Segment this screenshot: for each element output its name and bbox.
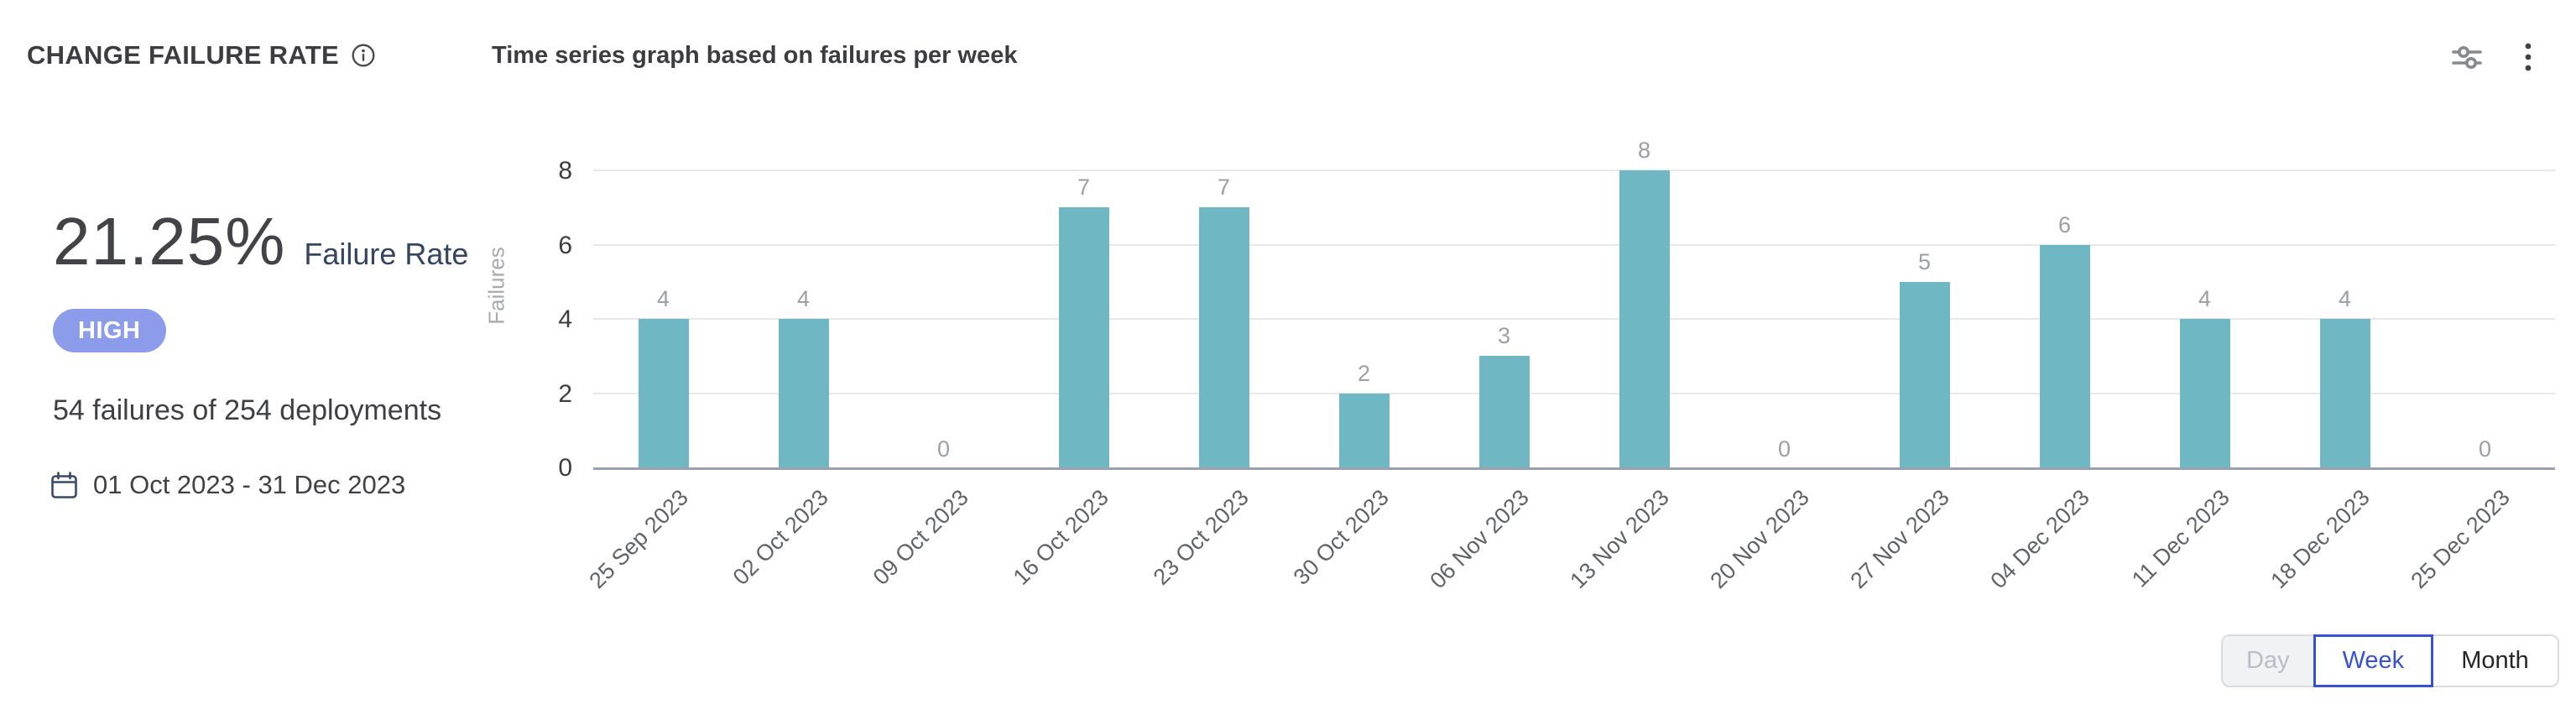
granularity-toggle: Day Week Month bbox=[2221, 634, 2559, 687]
widget-header: CHANGE FAILURE RATE bbox=[27, 40, 376, 70]
bar-slot: 4 11 Dec 2023 bbox=[2127, 170, 2275, 592]
y-axis-title: Failures bbox=[483, 246, 509, 325]
bar-value-label: 8 bbox=[1637, 138, 1651, 163]
x-axis-label: 20 Nov 2023 bbox=[1705, 484, 1815, 594]
bar-slot: 3 06 Nov 2023 bbox=[1426, 170, 1574, 593]
date-range-text: 01 Oct 2023 - 31 Dec 2023 bbox=[93, 470, 406, 499]
bar-value-label: 0 bbox=[2478, 436, 2492, 462]
x-axis-label: 30 Oct 2023 bbox=[1289, 484, 1395, 590]
chart-bar[interactable] bbox=[2179, 319, 2230, 467]
bar-value-label: 4 bbox=[796, 286, 811, 311]
bar-value-label: 7 bbox=[1077, 175, 1091, 201]
chart-bar[interactable] bbox=[1478, 356, 1530, 467]
date-range-row[interactable]: 01 Oct 2023 - 31 Dec 2023 bbox=[50, 470, 405, 500]
bar-slot: 4 02 Oct 2023 bbox=[728, 170, 873, 590]
bar-slot: 4 25 Sep 2023 bbox=[585, 170, 733, 594]
week-button[interactable]: Week bbox=[2313, 634, 2434, 687]
sliders-icon[interactable] bbox=[2448, 38, 2485, 76]
chart-bar[interactable] bbox=[2319, 319, 2370, 467]
y-axis-tick: 4 bbox=[558, 305, 572, 333]
bar-value-label: 3 bbox=[1497, 323, 1511, 349]
kebab-menu-icon[interactable] bbox=[2519, 37, 2537, 77]
bar-value-label: 2 bbox=[1357, 360, 1371, 386]
x-axis-label: 11 Dec 2023 bbox=[2127, 484, 2235, 592]
bar-slot: 0 20 Nov 2023 bbox=[1706, 170, 1854, 594]
chart-bar[interactable] bbox=[1198, 207, 1249, 467]
x-axis-label: 04 Dec 2023 bbox=[1985, 484, 2095, 594]
chart-bar[interactable] bbox=[1899, 281, 1950, 467]
bar-slot: 0 25 Dec 2023 bbox=[2407, 170, 2555, 594]
x-axis-label: 27 Nov 2023 bbox=[1845, 484, 1955, 594]
x-axis-label: 25 Dec 2023 bbox=[2406, 484, 2516, 594]
failures-detail-text: 54 failures of 254 deployments bbox=[53, 394, 442, 426]
gridline bbox=[593, 243, 2555, 246]
bar-value-label: 6 bbox=[2057, 211, 2072, 237]
bar-slot: 7 16 Oct 2023 bbox=[1009, 170, 1154, 590]
bar-slot: 7 23 Oct 2023 bbox=[1149, 170, 1294, 590]
y-axis-tick: 0 bbox=[558, 454, 572, 482]
x-axis-label: 06 Nov 2023 bbox=[1425, 484, 1535, 594]
gridline bbox=[593, 318, 2555, 320]
bar-value-label: 4 bbox=[2338, 286, 2352, 311]
bar-slot: 4 18 Dec 2023 bbox=[2266, 170, 2415, 594]
info-icon[interactable] bbox=[351, 43, 376, 68]
bar-slot: 6 04 Dec 2023 bbox=[1986, 170, 2135, 593]
chart-bar[interactable] bbox=[1338, 393, 1390, 467]
chart-subtitle: Time series graph based on failures per … bbox=[492, 42, 1018, 69]
gridline bbox=[593, 170, 2555, 171]
x-axis-label: 16 Oct 2023 bbox=[1009, 484, 1114, 590]
x-axis-label: 23 Oct 2023 bbox=[1149, 484, 1254, 590]
header-actions bbox=[2448, 37, 2537, 77]
failure-rate-label: Failure Rate bbox=[304, 237, 469, 271]
y-axis-tick: 2 bbox=[558, 379, 572, 408]
chart-bar[interactable] bbox=[638, 319, 689, 467]
month-button[interactable]: Month bbox=[2433, 634, 2559, 687]
failure-rate-stat: 21.25% Failure Rate bbox=[53, 208, 468, 275]
chart-bar[interactable] bbox=[2039, 244, 2090, 467]
bar-value-label: 7 bbox=[1217, 175, 1231, 201]
x-axis-label: 02 Oct 2023 bbox=[728, 484, 834, 590]
bar-value-label: 5 bbox=[1917, 248, 1932, 274]
x-axis-label: 18 Dec 2023 bbox=[2266, 484, 2375, 594]
failures-bar-chart: Failures 0 2 4 6 8 4 25 Sep 2023 4 02 Oct 2023 0 0… bbox=[484, 139, 2555, 594]
bar-value-label: 4 bbox=[2198, 286, 2212, 311]
x-axis-label: 13 Nov 2023 bbox=[1565, 484, 1675, 594]
bar-value-label: 4 bbox=[656, 286, 670, 311]
bar-slot: 2 30 Oct 2023 bbox=[1289, 170, 1434, 590]
severity-badge: HIGH bbox=[53, 309, 166, 352]
chart-bar[interactable] bbox=[778, 319, 829, 467]
chart-bar[interactable] bbox=[1058, 207, 1109, 467]
bar-value-label: 0 bbox=[936, 436, 951, 462]
calendar-icon bbox=[50, 471, 79, 500]
bar-value-label: 0 bbox=[1777, 436, 1791, 462]
chart-bar[interactable] bbox=[1619, 170, 1670, 467]
widget-title: CHANGE FAILURE RATE bbox=[27, 40, 339, 70]
y-axis-tick: 8 bbox=[558, 157, 572, 185]
x-axis-label: 09 Oct 2023 bbox=[868, 484, 974, 590]
gridline bbox=[593, 392, 2555, 394]
y-axis-tick: 6 bbox=[558, 231, 572, 259]
bar-slot: 5 27 Nov 2023 bbox=[1846, 170, 1995, 593]
bar-slot: 0 09 Oct 2023 bbox=[868, 170, 1014, 590]
x-axis-label: 25 Sep 2023 bbox=[584, 484, 694, 594]
bar-slot: 8 13 Nov 2023 bbox=[1566, 139, 1714, 594]
failure-rate-value: 21.25% bbox=[53, 204, 286, 279]
day-button[interactable]: Day bbox=[2221, 634, 2313, 687]
